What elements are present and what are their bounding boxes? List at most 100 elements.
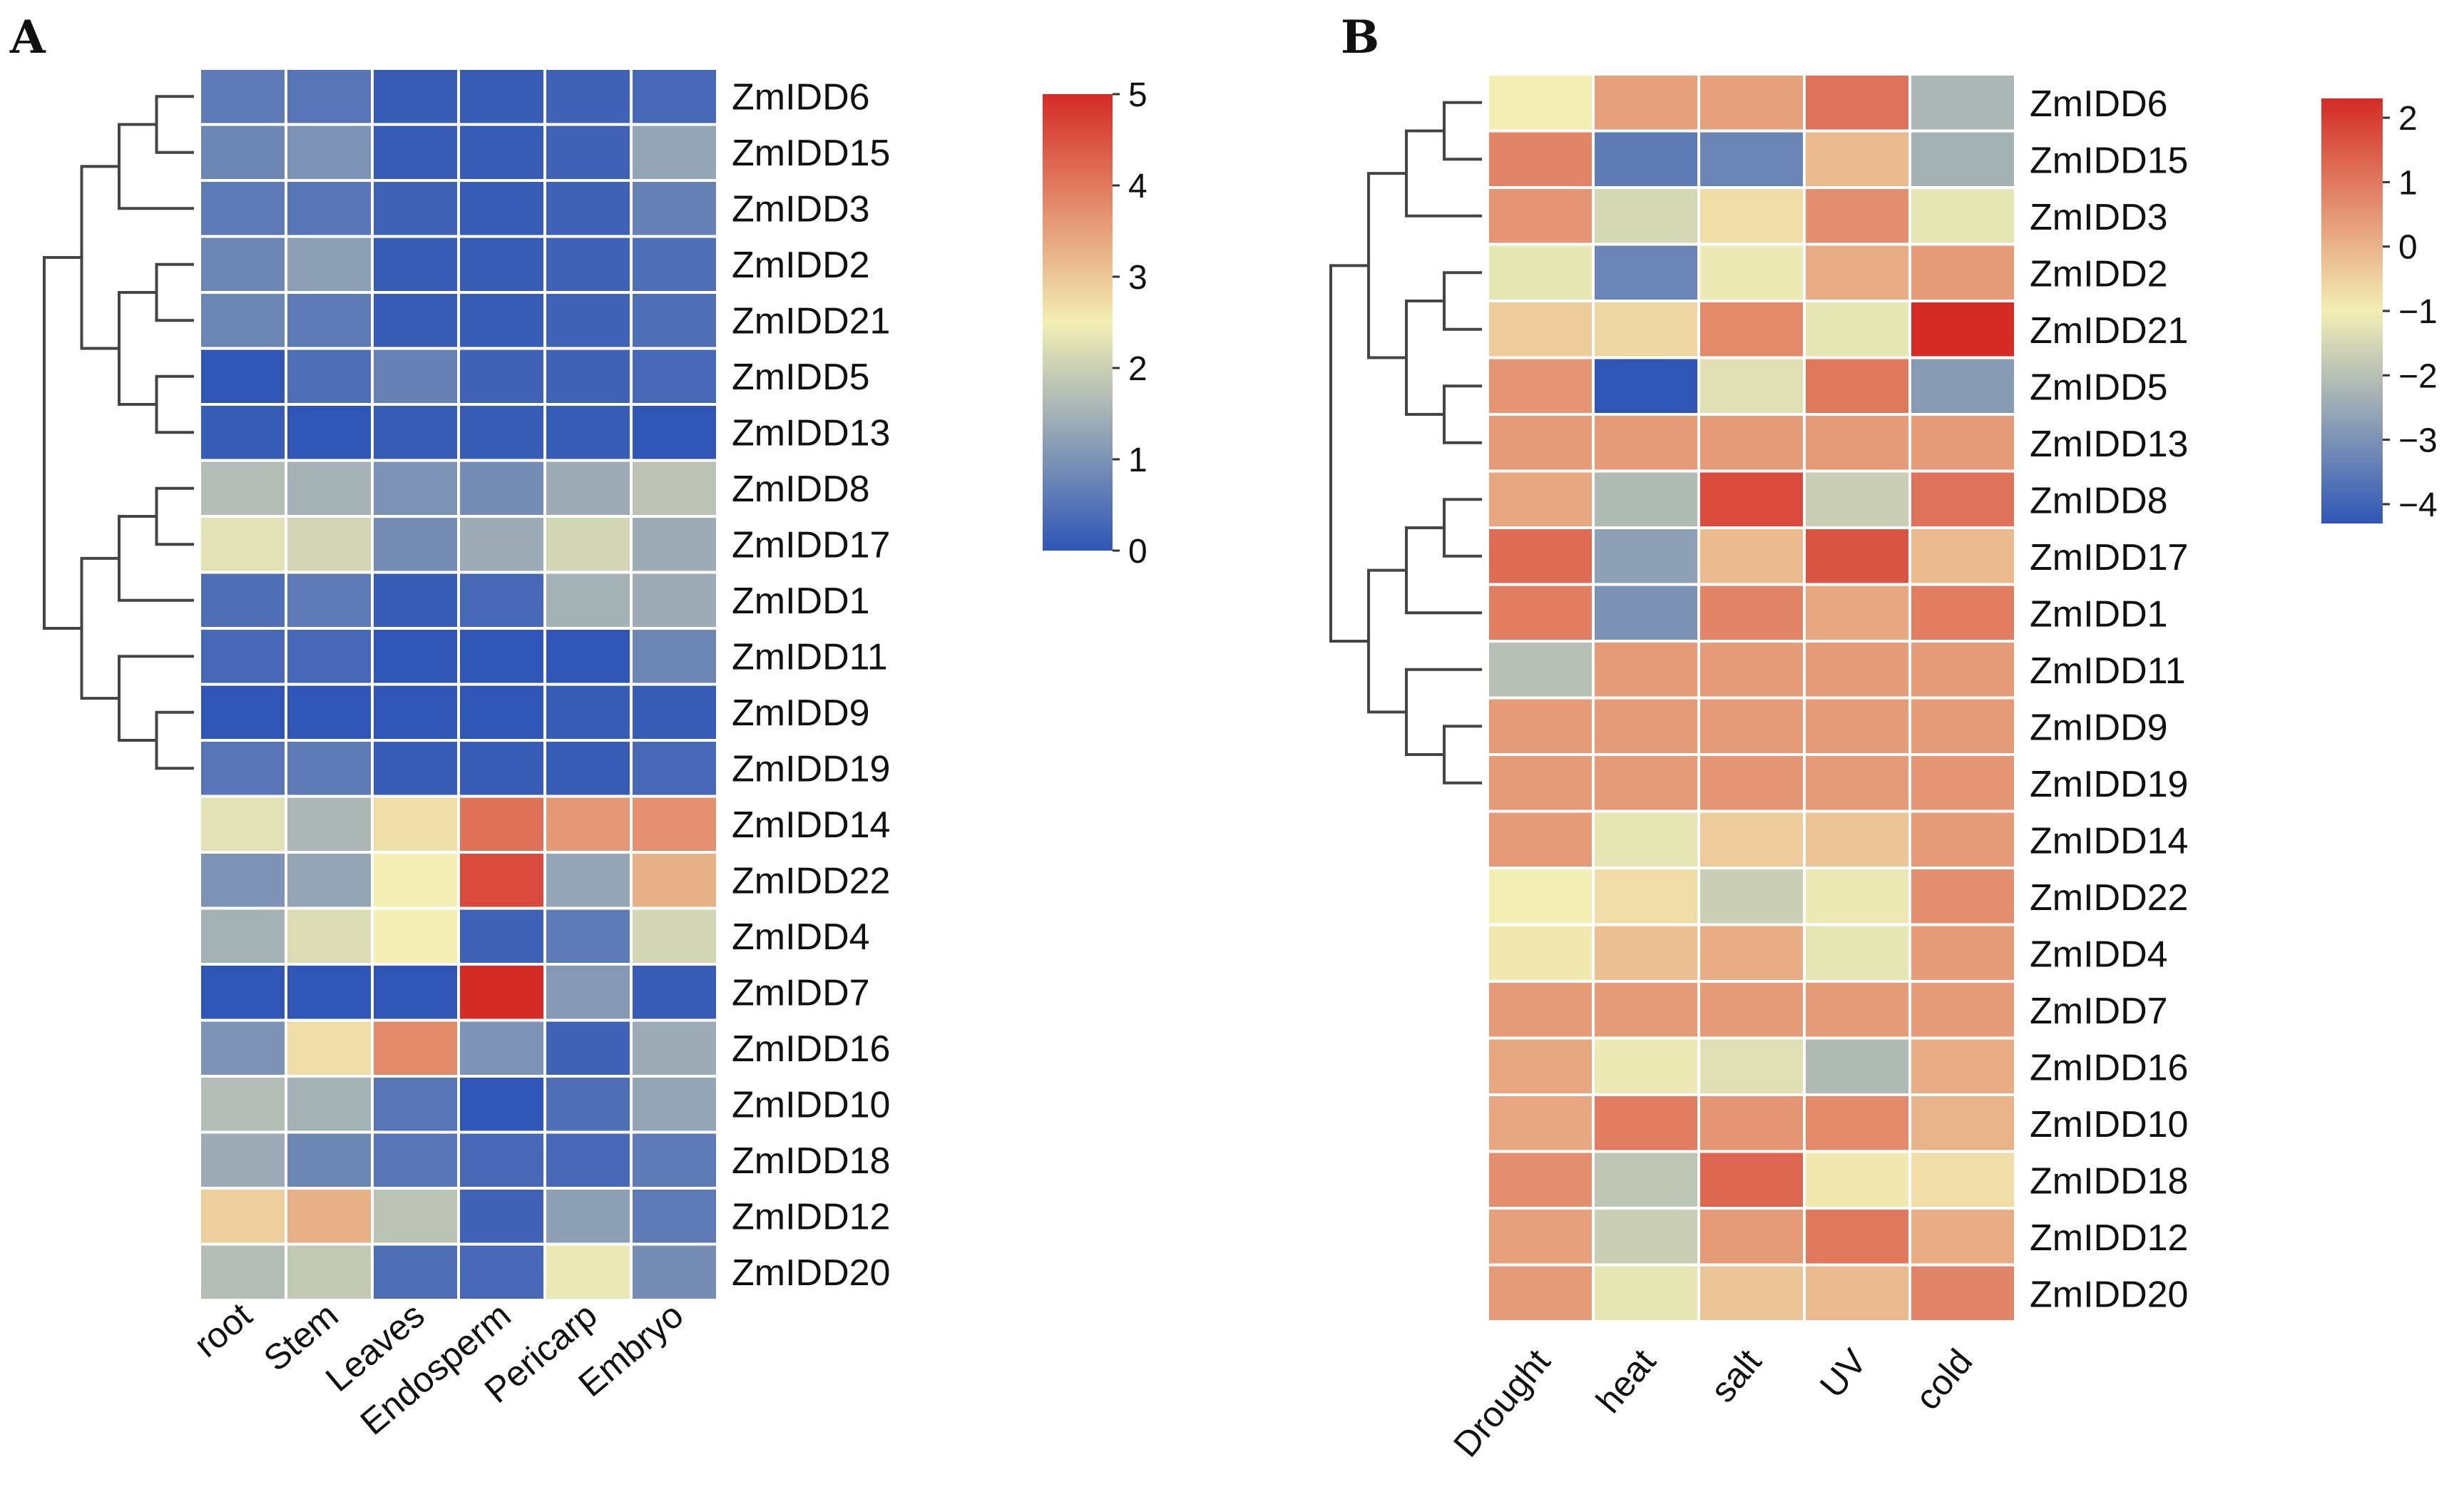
heatmap-cell <box>1697 867 1806 926</box>
heatmap-cell <box>371 515 460 574</box>
heatmap-cell <box>457 1187 546 1246</box>
heatmap-cell <box>1486 753 1595 813</box>
heatmap-cell <box>1592 356 1700 416</box>
dendrogram-branch <box>155 374 194 434</box>
heatmap-cell <box>1486 1036 1595 1096</box>
heatmap-cell <box>1908 1207 2017 1267</box>
column-label: root <box>187 1294 260 1364</box>
heatmap-cell <box>630 1187 719 1246</box>
heatmap-cell <box>1592 980 1700 1040</box>
heatmap-cell <box>630 67 719 126</box>
heatmap-cell <box>198 739 287 798</box>
heatmap-cell <box>198 683 287 742</box>
heatmap-cell <box>1486 186 1595 246</box>
heatmap-cell <box>543 906 633 966</box>
heatmap-cell <box>630 571 719 630</box>
heatmap-cell <box>371 235 460 294</box>
heatmap-cell <box>457 739 546 798</box>
heatmap-cell <box>1697 129 1806 189</box>
row-label: ZmIDD11 <box>732 636 888 678</box>
heatmap-cell <box>1592 923 1700 983</box>
heatmap-cell <box>1803 1036 1911 1096</box>
colorbar <box>2321 98 2383 523</box>
heatmap-cell <box>543 291 633 350</box>
column-label: salt <box>1703 1342 1769 1410</box>
dendrogram-branch <box>1367 172 1406 359</box>
dendrogram-branch <box>1443 101 1482 161</box>
heatmap-cell <box>371 795 460 854</box>
heatmap-cell <box>543 459 633 518</box>
heatmap-cell <box>198 67 287 126</box>
heatmap-cell <box>630 1075 719 1134</box>
heatmap-cell <box>1592 809 1700 869</box>
row-label: ZmIDD22 <box>2030 877 2188 919</box>
heatmap-cell <box>1697 242 1806 302</box>
heatmap-cell <box>285 683 374 742</box>
heatmap-cell <box>1908 753 2017 813</box>
row-label: ZmIDD10 <box>732 1084 890 1125</box>
heatmap-cell <box>1908 356 2017 416</box>
heatmap-cell <box>1803 300 1911 359</box>
colorbar-tick-label: −1 <box>2398 293 2438 331</box>
heatmap-cell <box>543 1018 633 1078</box>
heatmap-cell <box>1908 923 2017 983</box>
row-label: ZmIDD15 <box>732 133 890 174</box>
heatmap-cell <box>285 851 374 910</box>
heatmap-cell <box>1697 1093 1806 1153</box>
heatmap-cell <box>285 1242 374 1302</box>
heatmap-cell <box>1592 300 1700 359</box>
row-label: ZmIDD14 <box>2030 820 2188 862</box>
colorbar <box>1043 94 1113 551</box>
heatmap-cell <box>630 627 719 686</box>
heatmap-cell <box>1908 129 2017 189</box>
dendrogram-branch <box>155 710 194 770</box>
colorbar-tick-label: −2 <box>2398 357 2438 395</box>
heatmap-cell <box>198 515 287 574</box>
heatmap-cell <box>1908 1263 2017 1323</box>
heatmap-cell <box>1697 809 1806 869</box>
row-label: ZmIDD20 <box>2030 1274 2188 1315</box>
heatmap-cell <box>457 906 546 966</box>
row-label: ZmIDD2 <box>732 245 870 286</box>
heatmap-cell <box>1697 923 1806 983</box>
heatmap-cell <box>1803 640 1911 700</box>
column-label: Drought <box>1446 1342 1558 1464</box>
heatmap-cell <box>1908 73 2017 133</box>
row-label: ZmIDD3 <box>732 188 870 230</box>
heatmap-cell <box>285 123 374 182</box>
heatmap-cell <box>1486 469 1595 529</box>
heatmap-cell <box>1908 469 2017 529</box>
heatmap-cell <box>285 571 374 630</box>
heatmap-cell <box>543 1075 633 1134</box>
heatmap-cell <box>198 627 287 686</box>
heatmap-cell <box>371 1018 460 1078</box>
heatmap-cell <box>457 347 546 406</box>
heatmap-cell <box>457 179 546 238</box>
row-label: ZmIDD17 <box>732 524 890 566</box>
heatmap-cell <box>1592 696 1700 756</box>
row-label: ZmIDD16 <box>2030 1047 2188 1088</box>
heatmap-cell <box>630 1018 719 1078</box>
heatmap-cell <box>1486 526 1595 586</box>
heatmap-cell <box>630 795 719 854</box>
heatmap-panel-a: ZmIDD6ZmIDD15ZmIDD3ZmIDD2ZmIDD21ZmIDD5Zm… <box>43 67 1147 1443</box>
panel-letter-b: B <box>1341 11 1379 64</box>
heatmap-panel-b: ZmIDD6 ZmIDD15 ZmIDD3 ZmIDD2 ZmIDD21 ZmIDD5 Zm… <box>1329 73 2438 1464</box>
heatmap-cell <box>371 683 460 742</box>
heatmap-cell <box>198 851 287 910</box>
heatmap-cell <box>198 1242 287 1302</box>
heatmap-cell <box>198 403 287 462</box>
heatmap-cell <box>1803 1093 1911 1153</box>
heatmap-cell <box>1908 640 2017 700</box>
heatmap-cell <box>371 459 460 518</box>
heatmap-cell <box>198 1130 287 1190</box>
heatmap-cell <box>543 1187 633 1246</box>
heatmap-cell <box>1803 809 1911 869</box>
heatmap-cell <box>457 123 546 182</box>
heatmap-cell <box>457 515 546 574</box>
heatmap-cell <box>1592 1207 1700 1267</box>
heatmap-cell <box>543 67 633 126</box>
heatmap-cell <box>1592 640 1700 700</box>
row-label: ZmIDD8 <box>2030 480 2168 521</box>
heatmap-cell <box>1803 867 1911 926</box>
